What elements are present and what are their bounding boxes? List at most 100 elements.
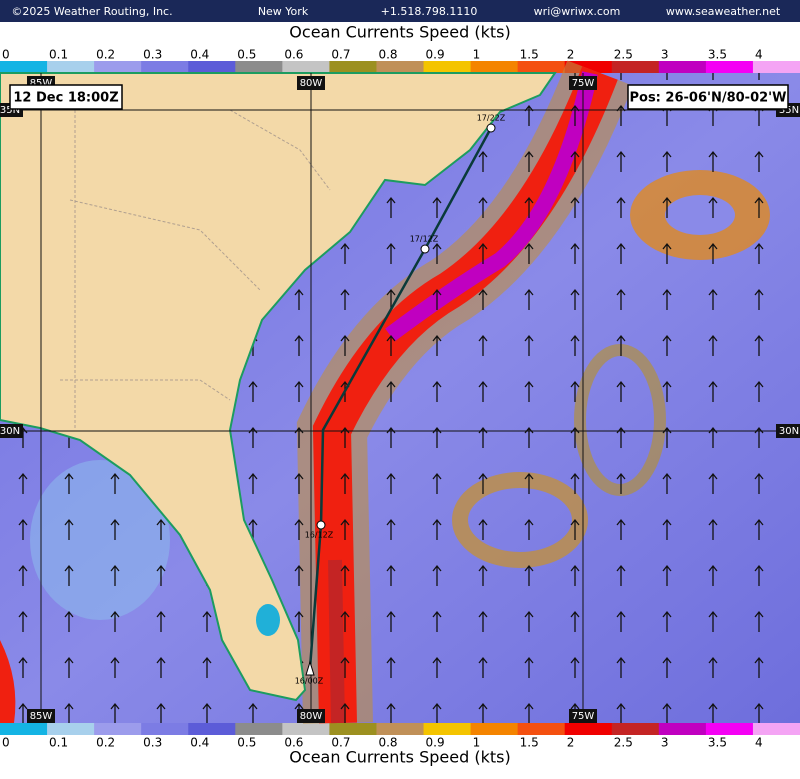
scale-label: 2 (567, 48, 575, 62)
label-bg (297, 76, 325, 90)
title-top: Ocean Currents Speed (kts) (289, 23, 510, 42)
longitude-label: 75W (572, 711, 595, 722)
scale-label: 3 (661, 48, 669, 62)
latitude-label: 30N (0, 426, 20, 437)
grid-labels: 85W 85W 80W 80W 75W 75W 35N 35N 30N 30N (0, 76, 800, 723)
scale-swatch (376, 723, 425, 735)
route (308, 127, 493, 669)
scale-swatch (517, 61, 566, 73)
scale-label: 1 (473, 736, 481, 750)
scale-swatch (611, 723, 660, 735)
longitude-label: 85W (30, 711, 53, 722)
scale-swatch (423, 61, 472, 73)
email: wri@wriwx.com (534, 5, 621, 18)
website: www.seaweather.net (666, 5, 781, 18)
scale-swatch (470, 61, 519, 73)
label-bg (0, 424, 23, 438)
scale-swatch (141, 723, 189, 735)
phone: +1.518.798.1110 (381, 5, 478, 18)
scale-label: 1.5 (520, 48, 539, 62)
label-bg (297, 709, 325, 723)
scale-label: 0 (2, 48, 10, 62)
scale-swatch (188, 61, 236, 73)
scale-label: 0.9 (426, 48, 445, 62)
time: 12 Dec 18:00Z (13, 91, 118, 106)
scale-label: 3.5 (708, 736, 727, 750)
scale-swatch (705, 61, 754, 73)
scale-label: 0.2 (96, 736, 115, 750)
waypoint (420, 244, 430, 254)
scale-label: 0.2 (96, 48, 115, 62)
scale-swatch (752, 723, 800, 735)
scale-label: 0.1 (49, 48, 68, 62)
scale-label: 2.5 (614, 736, 633, 750)
scale-label: 0.9 (426, 736, 445, 750)
latitude-label: 35N (0, 105, 20, 116)
scale-swatch (0, 61, 48, 73)
scale-label: 0.6 (284, 48, 303, 62)
scale-swatch (94, 61, 142, 73)
scale-label: 4 (755, 48, 763, 62)
scale-label: 0.4 (190, 736, 209, 750)
label-bg (27, 709, 55, 723)
scale-swatch (470, 723, 519, 735)
scale-swatch (329, 61, 377, 73)
scale-label: 0.5 (237, 48, 256, 62)
scale-label: 1 (473, 48, 481, 62)
scale-label: 4 (755, 736, 763, 750)
longitude-label: 80W (300, 78, 323, 89)
scale-swatch (658, 723, 707, 735)
scale-swatch (94, 723, 142, 735)
time-box (9, 84, 123, 110)
scale-label: 2 (567, 736, 575, 750)
scale-swatch (141, 61, 189, 73)
waypoint-label: 17/12Z (410, 235, 439, 244)
longitude-label: 85W (30, 78, 53, 89)
scale-label: 0.7 (331, 48, 350, 62)
scale-swatch (517, 723, 566, 735)
scale-label: 0.8 (378, 736, 397, 750)
longitude-label: 80W (300, 711, 323, 722)
scale-label: 0.4 (190, 48, 209, 62)
scale-swatch (188, 723, 236, 735)
position: Pos: 26-06'N/80-02'W (629, 91, 786, 106)
scale-swatch (47, 723, 95, 735)
waypoint (316, 520, 326, 530)
waypoint-label: 17/22Z (477, 114, 506, 123)
scale-swatch (282, 61, 330, 73)
scale-label: 2.5 (614, 48, 633, 62)
scale-swatch (423, 723, 472, 735)
scale-swatch (564, 723, 613, 735)
scale-swatch (705, 723, 754, 735)
scale-swatch (0, 723, 48, 735)
scale-label: 0.7 (331, 736, 350, 750)
lake (256, 604, 280, 636)
waypoint (486, 123, 496, 133)
land (0, 72, 557, 702)
longitude-label: 75W (572, 78, 595, 89)
scale-swatch (376, 61, 425, 73)
scale-swatch (611, 61, 660, 73)
waypoints (305, 123, 496, 676)
scale-swatch (752, 61, 800, 73)
latitude-label: 35N (779, 105, 799, 116)
map: 17/22Z 17/12Z 16/12Z 16/00Z 85W 85W 80W 80W… (0, 60, 800, 724)
header-bar (0, 0, 800, 22)
scale-swatch (658, 61, 707, 73)
scale-label: 0.3 (143, 736, 162, 750)
scale-swatch (235, 61, 283, 73)
label-bg (569, 76, 597, 90)
graticule (0, 73, 800, 723)
vessel (305, 660, 315, 676)
scale-label: 0.5 (237, 736, 256, 750)
scale-label: 3 (661, 736, 669, 750)
scale-label: 3.5 (708, 48, 727, 62)
copyright: ©2025 Weather Routing, Inc. (11, 5, 172, 18)
scale-swatch (47, 61, 95, 73)
label-bg (776, 424, 800, 438)
scale-label: 0.6 (284, 736, 303, 750)
state-borders (60, 109, 331, 430)
waypoint-label: 16/12Z (305, 531, 334, 540)
waypoint-label: 16/00Z (295, 677, 324, 686)
